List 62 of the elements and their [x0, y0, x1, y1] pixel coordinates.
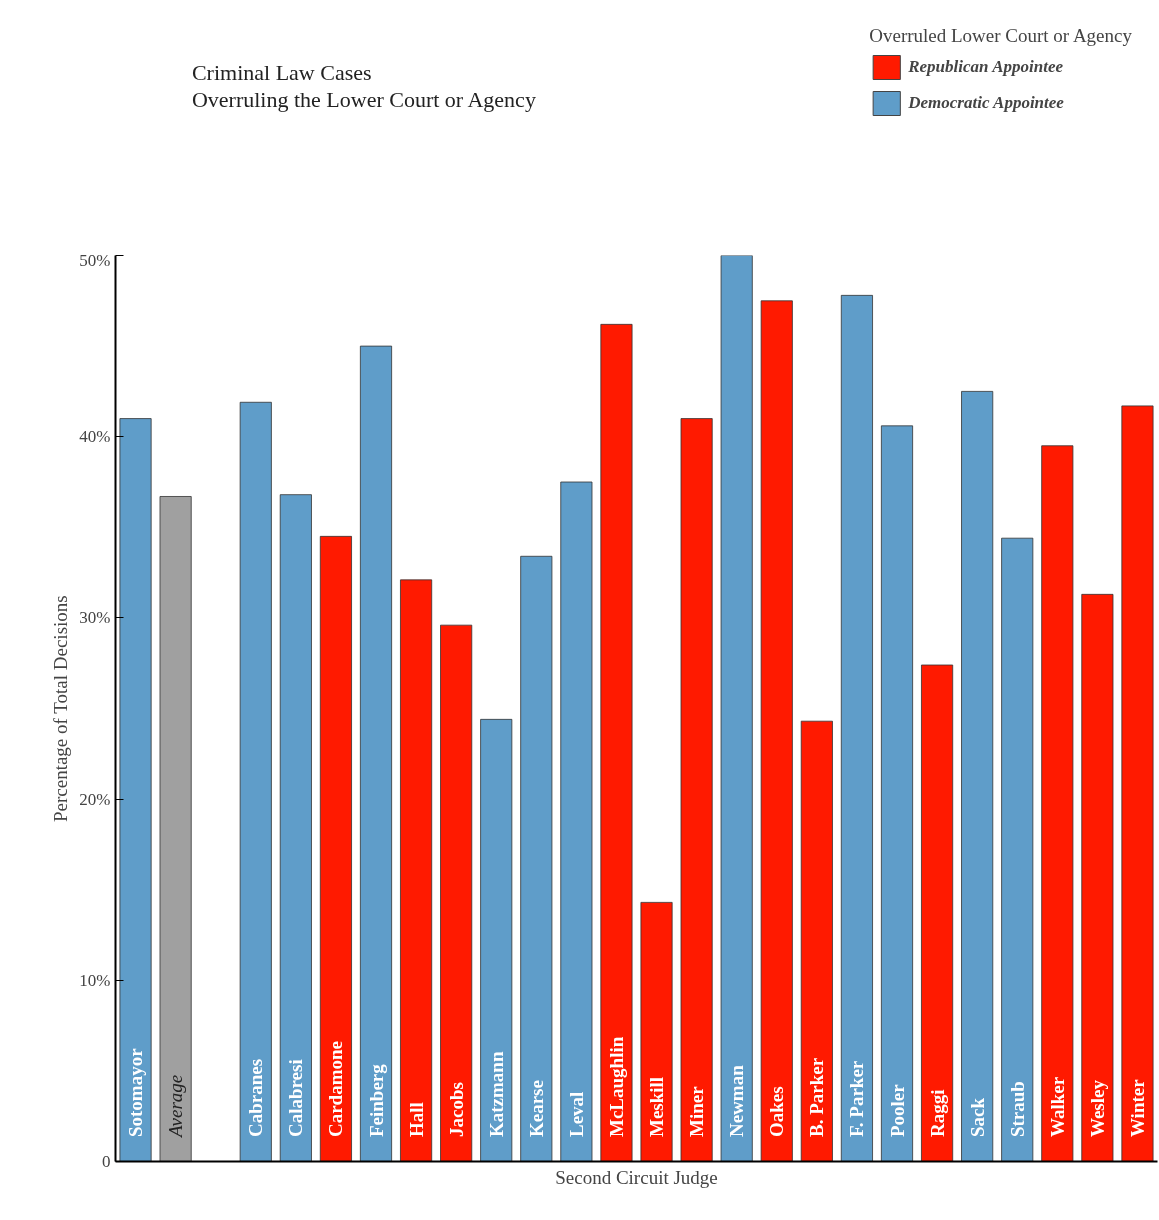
x-tick-label: Sotomayor [125, 1047, 147, 1138]
legend-title: Overruled Lower Court or Agency [869, 25, 1132, 47]
bar [560, 481, 593, 1162]
y-tick-label: 50% [79, 250, 111, 270]
bar [760, 300, 793, 1162]
y-tick-label: 10% [79, 970, 111, 990]
bar [159, 496, 192, 1162]
bar [880, 425, 914, 1162]
x-tick-label: Average [165, 1074, 187, 1140]
bar [520, 555, 553, 1162]
y-tick-label: 30% [79, 608, 111, 628]
bar [319, 535, 352, 1162]
x-tick-label: Meskill [646, 1076, 668, 1138]
x-tick-label: B. Parker [806, 1057, 828, 1138]
x-tick-label: Hall [405, 1102, 427, 1138]
x-tick-label: F. Parker [846, 1060, 868, 1138]
bar [119, 418, 152, 1162]
x-tick-label: Pooler [886, 1083, 908, 1138]
x-axis-title: Second Circuit Judge [555, 1166, 718, 1188]
bar [1001, 537, 1034, 1162]
x-tick-label: Raggi [926, 1089, 948, 1138]
bar [239, 401, 272, 1162]
x-tick-label: Cardamone [325, 1040, 347, 1138]
x-tick-label: Wesley [1086, 1079, 1108, 1138]
bar [600, 323, 633, 1162]
bar [359, 345, 393, 1162]
bar [1081, 593, 1114, 1162]
bar [680, 418, 713, 1162]
chart-title: Criminal Law Cases Overruling the Lower Court or Agency [191, 60, 536, 112]
x-tick-label: Oakes [766, 1086, 788, 1138]
y-tick-label: 20% [79, 789, 111, 809]
y-axis-title: Percentage of Total Decisions [50, 595, 72, 823]
bar [640, 901, 673, 1162]
x-tick-label: McLaughlin [605, 1036, 627, 1138]
x-tick-label: Cabranes [245, 1058, 267, 1138]
x-tick-label: Winter [1126, 1078, 1148, 1138]
bar [800, 720, 833, 1162]
legend-label: Republican Appointee [908, 57, 1063, 77]
bar [1121, 405, 1154, 1162]
x-tick-label: Newman [726, 1064, 748, 1138]
x-tick-label: Katzmann [485, 1051, 507, 1138]
bar [840, 294, 873, 1162]
x-tick-label: Feinberg [365, 1063, 387, 1138]
bar [440, 624, 473, 1162]
x-tick-label: Sack [966, 1097, 988, 1138]
x-tick-label: Miner [686, 1085, 708, 1138]
y-tick-label: 0 [102, 1152, 111, 1171]
bar [400, 579, 433, 1162]
x-tick-label: Kearse [525, 1080, 547, 1138]
y-tick-label: 40% [79, 427, 111, 447]
x-tick-label: Jacobs [445, 1082, 467, 1138]
bar [480, 718, 513, 1162]
x-tick-label: Calabresi [285, 1059, 307, 1138]
x-tick-label: Walker [1046, 1076, 1068, 1138]
legend-label: Democratic Appointee [908, 93, 1064, 113]
bar [279, 494, 312, 1162]
x-tick-label: Leval [565, 1091, 587, 1138]
bar [1041, 445, 1074, 1162]
x-tick-label: Straub [1006, 1081, 1028, 1138]
bar [961, 391, 994, 1162]
bar [720, 255, 753, 1162]
bar [921, 664, 954, 1162]
